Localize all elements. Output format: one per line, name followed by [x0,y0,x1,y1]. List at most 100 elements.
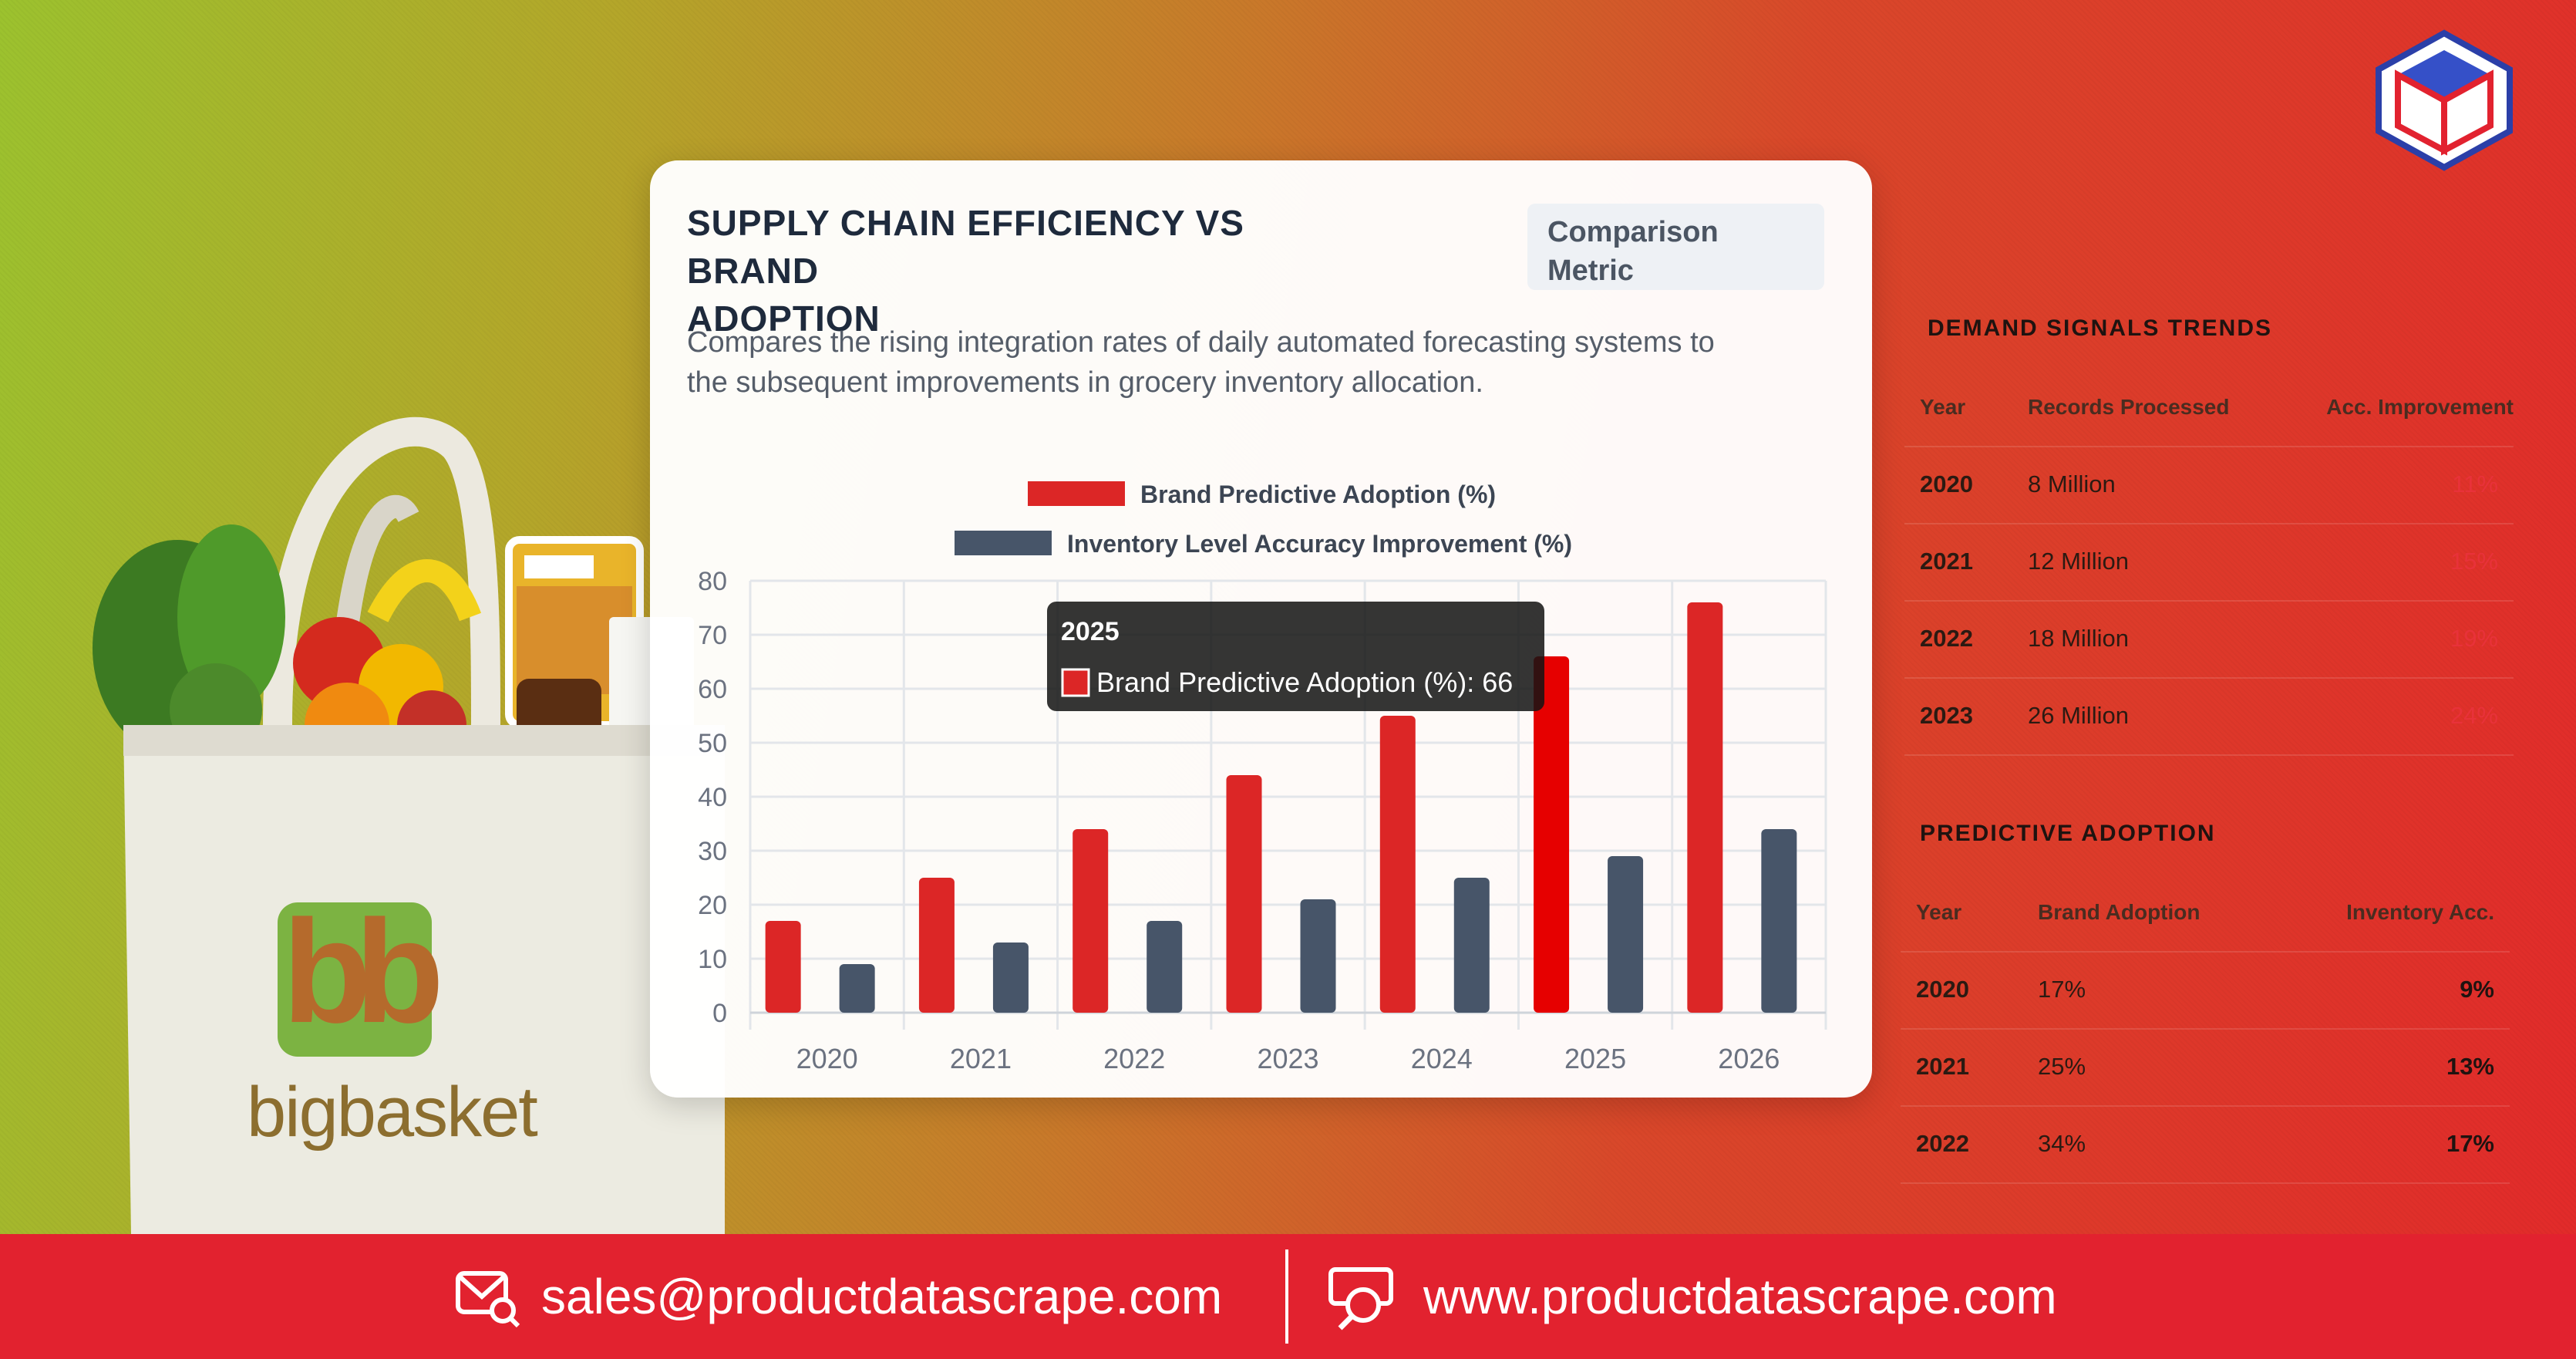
y-tick-label: 20 [698,891,727,920]
table-cell: 2021 [1916,1053,1969,1080]
tooltip-box [1047,602,1544,711]
y-tick-label: 60 [698,675,727,704]
demand-signals-panel: DEMAND SIGNALS TRENDS Year Records Proce… [1904,312,2514,756]
y-tick-label: 10 [698,945,727,974]
demand-header-row: Year Records Processed Acc. Improvement [1904,369,2514,447]
table-cell: 34% [2038,1130,2086,1157]
svg-text:bb: bb [282,890,439,1054]
table-cell: 2021 [1920,548,1973,575]
bar [1453,878,1490,1013]
bar [1379,716,1416,1013]
x-tick-label: 2022 [1103,1043,1165,1074]
header-improvement: Acc. Improvement [2326,395,2514,419]
x-tick-label: 2023 [1257,1043,1318,1074]
chart-card: SUPPLY CHAIN EFFICIENCY VS BRAND ADOPTIO… [650,160,1872,1098]
header-year: Year [1916,900,1962,924]
bar [1608,856,1644,1013]
table-cell: 11% [2452,470,2498,497]
y-tick-label: 70 [698,621,727,650]
grocery-bag-illustration: bb [93,416,725,1234]
table-row: 2020 8 Million 11% [1904,446,2514,524]
table-cell: 13% [2446,1053,2494,1080]
y-tick-label: 80 [698,567,727,596]
comparison-metric-badge[interactable]: Comparison Metric [1527,204,1824,290]
table-cell: 2020 [1916,976,1969,1003]
predictive-adoption-title: PREDICTIVE ADOPTION [1920,821,2216,846]
globe-search-icon [1328,1267,1393,1330]
predictive-header-row: Year Brand Adoption Inventory Acc. [1901,874,2510,953]
table-cell: 18 Million [2028,625,2129,652]
y-tick-label: 50 [698,729,727,758]
x-tick-label: 2026 [1718,1043,1780,1074]
table-cell: 2022 [1920,625,1973,652]
table-cell: 2022 [1916,1130,1969,1157]
table-row: 2021 25% 13% [1901,1028,2510,1107]
tooltip-text: Brand Predictive Adoption (%): 66 [1096,666,1513,698]
bar [918,878,955,1013]
header-inventory-acc: Inventory Acc. [2346,900,2494,924]
table-row: 2021 12 Million 15% [1904,523,2514,602]
legend-label: Brand Predictive Adoption (%) [1140,481,1496,508]
card-title: SUPPLY CHAIN EFFICIENCY VS BRAND ADOPTIO… [687,199,1381,342]
table-cell: 12 Million [2028,548,2129,575]
x-tick-label: 2021 [950,1043,1012,1074]
bar [839,964,875,1013]
footer-website[interactable]: www.productdatascrape.com [1326,1234,2057,1359]
footer-email-text[interactable]: sales@productdatascrape.com [541,1269,1223,1324]
header-year: Year [1920,395,1966,419]
table-row: 2023 26 Million 24% [1904,677,2514,756]
bar [1300,899,1336,1013]
x-tick-label: 2020 [796,1043,858,1074]
table-cell: 19% [2450,625,2498,652]
header-records: Records Processed [2028,395,2230,419]
x-tick-label: 2025 [1564,1043,1626,1074]
footer-divider [1285,1249,1288,1344]
demand-signals-title: DEMAND SIGNALS TRENDS [1928,315,2273,341]
bar [1147,921,1183,1013]
bar [1687,602,1723,1013]
bag-brand-name: bigbasket [247,1073,538,1152]
table-cell: 17% [2446,1130,2494,1157]
legend-label: Inventory Level Accuracy Improvement (%) [1067,530,1572,558]
bar [1226,775,1262,1013]
footer-bar: sales@productdatascrape.com www.productd… [0,1234,2576,1359]
table-cell: 15% [2450,548,2498,575]
header-brand-adoption: Brand Adoption [2038,900,2201,924]
predictive-adoption-panel: PREDICTIVE ADOPTION Year Brand Adoption … [1901,818,2510,1203]
tooltip-swatch [1061,668,1090,697]
card-description: Compares the rising integration rates of… [687,322,1805,403]
description-line2: the subsequent improvements in grocery i… [687,366,1483,399]
description-line1: Compares the rising integration rates of… [687,326,1715,359]
bar [1761,829,1797,1013]
footer-website-text[interactable]: www.productdatascrape.com [1423,1269,2057,1324]
tooltip-title: 2025 [1061,617,1120,646]
footer-email[interactable]: sales@productdatascrape.com [455,1234,1222,1359]
table-cell: 2023 [1920,702,1973,729]
table-row: 2022 34% 17% [1901,1105,2510,1184]
chart-tooltip: 2025 Brand Predictive Adoption (%): 66 [1047,602,1544,711]
y-tick-label: 40 [698,783,727,812]
badge-line2: Metric [1547,255,1634,287]
mail-search-icon [456,1271,520,1327]
table-cell: 24% [2450,702,2498,729]
table-row: 2022 18 Million 19% [1904,600,2514,679]
table-row: 2020 17% 9% [1901,951,2510,1030]
table-cell: 2020 [1920,470,1973,497]
logo-cube-icon [2376,29,2513,171]
table-cell: 17% [2038,976,2086,1003]
card-title-line2: ADOPTION [687,298,881,339]
card-title-line1: SUPPLY CHAIN EFFICIENCY VS BRAND [687,203,1244,291]
legend-swatch [955,531,1052,555]
table-cell: 25% [2038,1053,2086,1080]
bar [1534,656,1570,1013]
bar [1072,829,1109,1013]
y-tick-label: 0 [712,999,727,1028]
y-tick-label: 30 [698,837,727,866]
table-cell: 9% [2460,976,2494,1003]
table-cell: 8 Million [2028,470,2116,497]
legend-swatch [1028,481,1125,506]
badge-line1: Comparison [1547,216,1719,248]
bar [765,921,801,1013]
table-cell: 26 Million [2028,702,2129,729]
x-tick-label: 2024 [1411,1043,1473,1074]
